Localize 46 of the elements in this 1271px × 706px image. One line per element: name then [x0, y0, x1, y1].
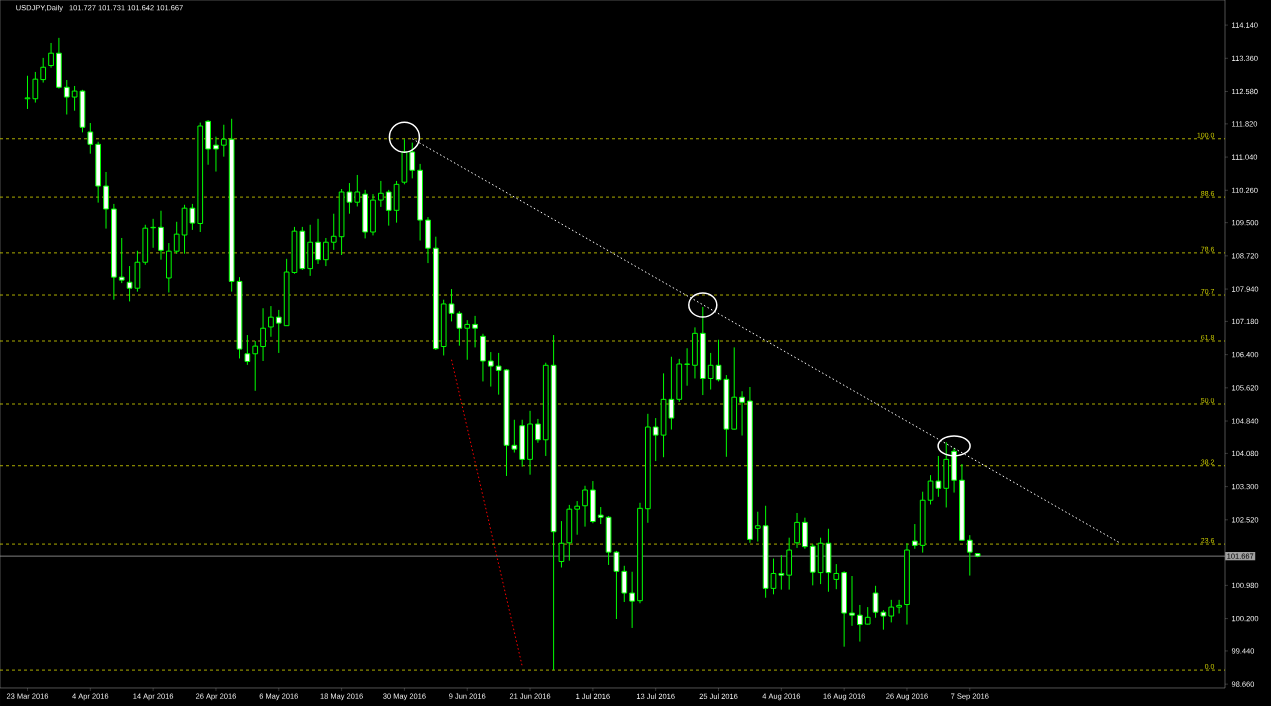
candlestick	[487, 351, 494, 388]
candlestick	[911, 523, 918, 550]
candlestick	[833, 563, 840, 590]
candlestick	[754, 511, 761, 543]
candlestick	[849, 575, 855, 627]
candlestick	[244, 334, 251, 366]
candlestick	[252, 340, 259, 392]
candlestick	[629, 571, 635, 629]
candlestick	[896, 599, 902, 614]
candlestick	[385, 189, 392, 227]
candlestick	[354, 174, 361, 207]
candlestick	[315, 218, 321, 265]
candlestick	[63, 79, 70, 116]
candlestick	[330, 213, 337, 251]
candlestick	[652, 417, 659, 462]
candlestick	[378, 180, 384, 208]
candlestick	[464, 319, 471, 361]
candlestick	[275, 309, 282, 354]
candlestick	[103, 171, 109, 230]
candlestick	[794, 512, 800, 549]
candlestick	[857, 604, 863, 643]
candlestick	[778, 554, 785, 591]
candlestick	[888, 599, 895, 623]
candlestick	[558, 520, 565, 568]
candlestick	[118, 237, 125, 284]
candlestick	[707, 352, 714, 391]
candlestick	[87, 122, 94, 155]
candlestick	[260, 307, 266, 362]
candlestick	[32, 71, 39, 104]
candlestick	[220, 124, 227, 158]
candlestick	[213, 136, 219, 173]
candlestick	[621, 565, 628, 603]
candlestick	[268, 305, 274, 338]
candlestick	[582, 485, 588, 528]
candlestick	[535, 418, 541, 444]
candlestick	[739, 390, 745, 437]
candlestick	[966, 534, 973, 577]
candlestick	[40, 57, 47, 84]
candlestick	[323, 237, 329, 267]
candlestick	[24, 75, 31, 110]
candlestick	[684, 347, 690, 387]
candlestick	[158, 210, 164, 261]
candlestick	[574, 500, 581, 536]
candlestick	[472, 315, 478, 348]
candlestick	[48, 42, 54, 69]
candlestick	[173, 221, 180, 255]
